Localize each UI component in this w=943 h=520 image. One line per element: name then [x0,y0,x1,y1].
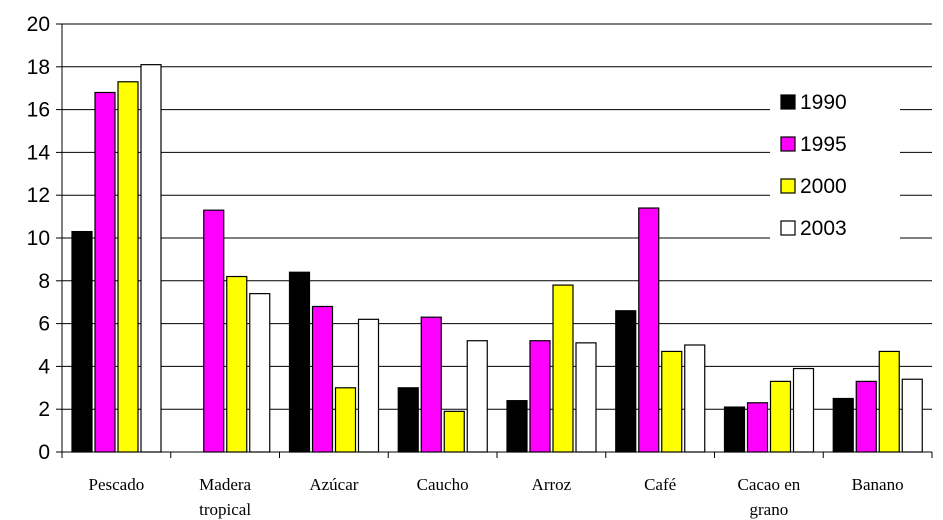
y-tick-labels: 0 2 4 6 8 10 12 14 16 18 20 [27,13,51,464]
y-tick-label: 18 [27,56,50,79]
bar-2003 [466,340,488,453]
legend: 1990 1995 2000 2003 [780,91,847,240]
y-tick-label: 20 [27,13,50,36]
bar-1995 [420,316,442,453]
legend-label-1990: 1990 [800,91,847,114]
category-label: tropical [199,500,251,519]
legend-label-2000: 2000 [800,175,847,198]
axes [56,23,933,458]
bar-1990 [615,310,637,453]
bar-1995 [94,91,116,453]
bar-2000 [443,410,465,453]
bar-2000 [334,387,357,453]
y-tick-label: 0 [38,441,50,464]
category-labels: Pescado Madera tropical Azúcar Caucho Arroz Ca… [89,475,904,519]
y-tick-label: 16 [27,99,50,122]
bar-1990 [832,397,854,453]
bar-2003 [901,378,923,453]
bar-1995 [638,207,660,453]
y-tick-label: 14 [27,141,51,164]
bars [71,64,923,453]
bar-1990 [506,400,528,453]
bar-2003 [357,318,380,453]
legend-swatch-1995 [780,136,796,152]
bar-2000 [878,350,900,453]
y-tick-label: 10 [27,227,50,250]
category-label: Cacao en [737,475,800,494]
y-tick-label: 6 [38,313,50,336]
bar-2003 [575,342,597,453]
bar-2000 [552,284,574,453]
legend-swatch-2000 [780,178,796,194]
legend-swatch-1990 [780,94,796,110]
bar-1990 [397,387,419,453]
category-label: Azúcar [309,475,358,494]
category-label: grano [750,500,789,519]
bar-2000 [117,81,139,453]
bar-1990 [723,406,746,453]
bar-1990 [71,230,93,453]
category-label: Banano [852,475,904,494]
category-label: Arroz [532,475,572,494]
y-tick-label: 4 [38,355,50,378]
y-tick-label: 8 [38,270,50,293]
bar-1995 [746,402,769,453]
bar-2003 [249,293,271,453]
category-label: Café [644,475,676,494]
bar-1995 [311,305,334,453]
bar-2003 [792,367,815,453]
bar-1995 [529,340,551,453]
bar-1990 [288,271,311,453]
bar-1995 [855,380,877,453]
y-tick-label: 2 [38,398,50,421]
bar-2003 [140,64,162,453]
legend-label-2003: 2003 [800,217,847,240]
bar-2003 [684,344,706,453]
legend-label-1995: 1995 [800,133,847,156]
category-label: Madera [199,475,251,494]
y-tick-label: 12 [27,184,50,207]
category-label: Pescado [89,475,145,494]
bar-2000 [226,275,248,453]
bar-2000 [769,380,792,453]
category-label: Caucho [417,475,469,494]
bar-2000 [661,350,683,453]
bar-1995 [203,209,225,453]
legend-swatch-2003 [780,220,796,236]
